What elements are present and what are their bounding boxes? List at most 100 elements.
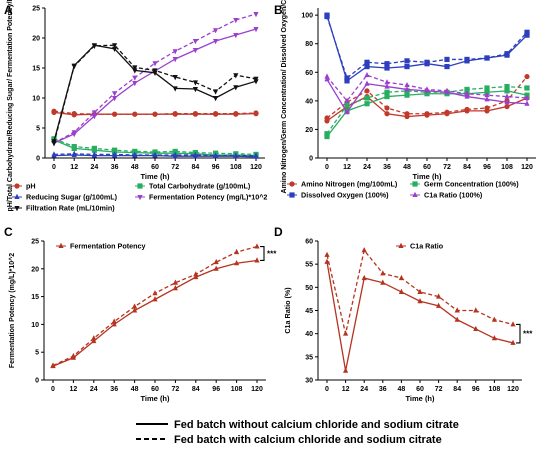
b-data-point (364, 59, 370, 65)
a-data-point (71, 64, 77, 70)
a-series-6 (51, 27, 259, 147)
c-xtick-label: 108 (231, 386, 243, 393)
c-ytick-label: 15 (31, 294, 39, 301)
a-data-point (51, 151, 57, 157)
b-ytick-label: 40 (305, 98, 313, 105)
b-data-point (484, 91, 490, 98)
b-y-axis-label: Amino Nitrogen/Germ Concentration/ Disso… (281, 0, 288, 193)
b-data-point (404, 81, 410, 88)
d-data-point (361, 274, 367, 281)
d-data-point (436, 293, 442, 299)
b-series-line (326, 16, 528, 80)
b-data-point (324, 76, 330, 82)
c-data-point (152, 296, 158, 302)
c-ytick-label: 10 (31, 322, 39, 329)
c-series-1 (50, 243, 260, 368)
d-data-point (417, 288, 423, 294)
b-legend-label: Germ Concentration (100%) (424, 180, 519, 189)
a-data-point (233, 73, 239, 79)
b-data-point (344, 78, 350, 84)
d-xtick-label: 12 (342, 386, 350, 393)
b-legend: Amino Nitrogen (mg/100mL) Germ Concentrat… (287, 180, 519, 200)
d-data-point (510, 339, 516, 345)
c-data-point (132, 307, 138, 313)
d-data-point (454, 316, 460, 322)
a-data-point (91, 114, 97, 120)
a-data-point (152, 68, 158, 74)
a-data-point (112, 96, 118, 102)
b-xtick-label: 96 (483, 164, 491, 171)
c-series-line (52, 259, 258, 367)
a-series-line (53, 44, 257, 144)
c-significance-bracket (260, 246, 265, 262)
d-ytick-label: 35 (305, 354, 313, 361)
d-data-point (436, 302, 442, 308)
c-data-point (152, 290, 158, 296)
d-data-point (324, 251, 330, 257)
d-data-point (491, 335, 497, 341)
b-data-point (464, 56, 470, 63)
a-data-point (71, 150, 77, 156)
d-xtick-label: 84 (453, 386, 461, 393)
d-ytick-label: 45 (305, 308, 313, 315)
c-data-point (70, 352, 76, 359)
a-data-point (71, 144, 77, 150)
bottom-legend-dashed-label: Fed batch with calcium chloride and sodi… (174, 434, 442, 446)
a-data-point (233, 152, 239, 158)
b-data-point (384, 111, 390, 117)
d-xtick-label: 108 (489, 386, 501, 393)
a-data-point (112, 147, 118, 153)
b-series-line (326, 14, 528, 82)
c-legend-label: Fermentation Potency (70, 242, 145, 251)
b-xtick-label: 108 (501, 164, 513, 171)
a-data-point (192, 80, 198, 86)
b-data-point (464, 90, 470, 96)
a-legend-marker (137, 195, 143, 201)
a-data-point (172, 49, 178, 55)
b-data-point (484, 105, 490, 111)
b-legend-label: Amino Nitrogen (mg/100mL) (301, 180, 398, 189)
d-data-point (380, 270, 386, 276)
a-data-point (213, 111, 219, 117)
b-legend-label: C1a Ratio (100%) (424, 191, 483, 200)
d-data-point (343, 330, 349, 336)
a-data-point (253, 152, 259, 158)
b-ytick-label: 100 (301, 13, 313, 20)
c-data-point (91, 337, 97, 344)
a-xtick-label: 96 (212, 164, 220, 171)
a-ytick-label: 5 (36, 126, 40, 133)
d-ytick-label: 60 (305, 239, 313, 246)
b-data-point (404, 63, 410, 70)
a-legend-label: Filtration Rate (mL/10min) (26, 204, 115, 213)
a-data-point (253, 27, 259, 33)
c-significance-label: *** (267, 250, 277, 259)
b-ytick-label: 80 (305, 41, 313, 48)
c-data-point (172, 279, 178, 285)
a-series-line (53, 28, 257, 144)
b-data-point (384, 93, 390, 100)
b-data-point (344, 109, 350, 115)
d-series-0 (324, 258, 516, 373)
c-ytick-label: 25 (31, 239, 39, 246)
a-data-point (192, 39, 198, 45)
b-data-point (504, 88, 510, 94)
d-ytick-label: 30 (305, 378, 313, 385)
a-data-point (112, 151, 118, 157)
a-x-axis-label: Time (h) (140, 172, 170, 181)
a-data-point (192, 151, 198, 157)
b-data-point (504, 103, 510, 110)
b-data-point (444, 87, 450, 93)
a-data-point (172, 57, 178, 63)
a-xtick-label: 24 (91, 164, 99, 171)
b-data-point (464, 106, 470, 113)
b-data-point (384, 83, 390, 89)
d-ytick-label: 40 (305, 331, 313, 338)
a-data-point (132, 75, 138, 81)
c-xtick-label: 36 (110, 386, 118, 393)
b-data-point (524, 100, 530, 106)
d-significance-bracket (516, 323, 521, 344)
c-significance: *** (260, 246, 277, 262)
b-data-point (424, 111, 430, 117)
a-legend-marker (137, 183, 143, 189)
b-data-point (404, 86, 410, 92)
